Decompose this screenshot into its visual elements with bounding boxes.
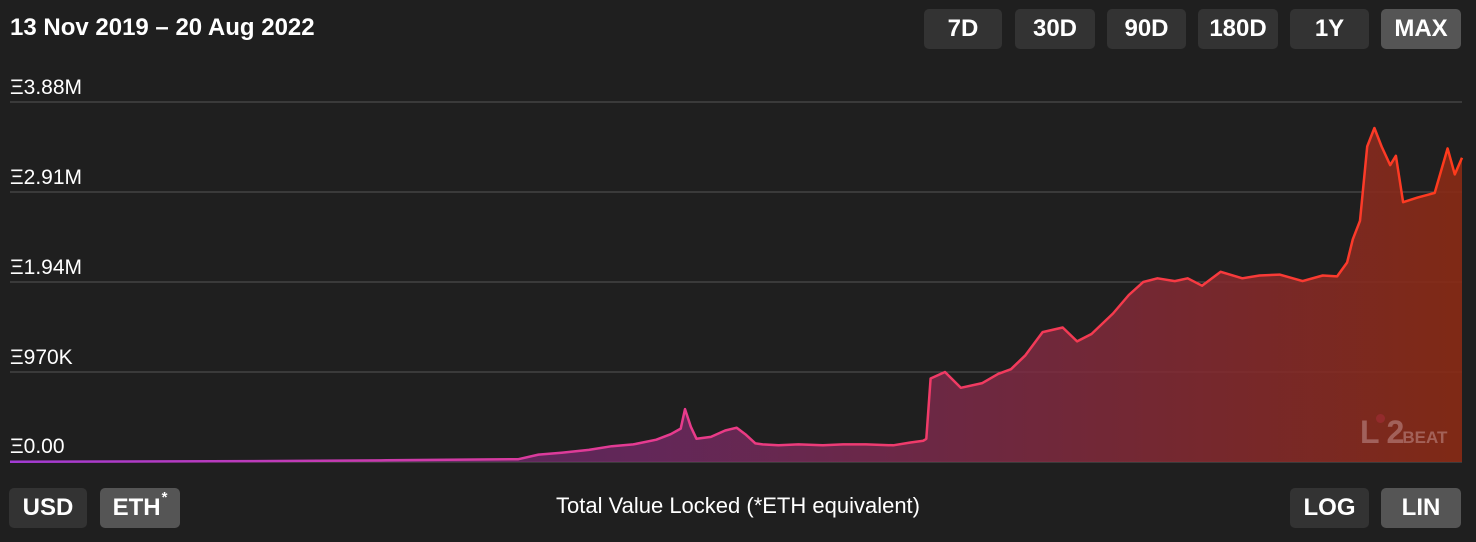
y-tick-label: Ξ1.94M [10, 256, 83, 279]
scale-button-lin[interactable]: LIN [1381, 488, 1461, 528]
currency-button-usd[interactable]: USD [9, 488, 87, 528]
l2beat-logo: L 2BEAT [1360, 414, 1448, 450]
range-button-7d[interactable]: 7D [924, 9, 1002, 49]
scale-button-log[interactable]: LOG [1290, 488, 1369, 528]
currency-button-eth[interactable]: ETH* [100, 488, 180, 528]
date-range-title: 13 Nov 2019 – 20 Aug 2022 [10, 14, 315, 41]
range-button-90d[interactable]: 90D [1107, 9, 1186, 49]
range-button-1y[interactable]: 1Y [1290, 9, 1369, 49]
tvl-series-line [9, 126, 1464, 464]
eth-asterisk: * [161, 489, 168, 506]
y-tick-label: Ξ2.91M [10, 166, 83, 189]
y-tick-label: Ξ0.00 [10, 435, 65, 458]
tvl-area-fill [10, 128, 1462, 462]
range-button-180d[interactable]: 180D [1198, 9, 1278, 49]
range-button-max[interactable]: MAX [1381, 9, 1461, 49]
y-tick-label: Ξ970K [10, 346, 73, 369]
chart-caption: Total Value Locked (*ETH equivalent) [555, 493, 920, 518]
range-button-30d[interactable]: 30D [1015, 9, 1095, 49]
logo-dot-icon [1375, 414, 1385, 423]
y-tick-label: Ξ3.88M [10, 76, 83, 99]
